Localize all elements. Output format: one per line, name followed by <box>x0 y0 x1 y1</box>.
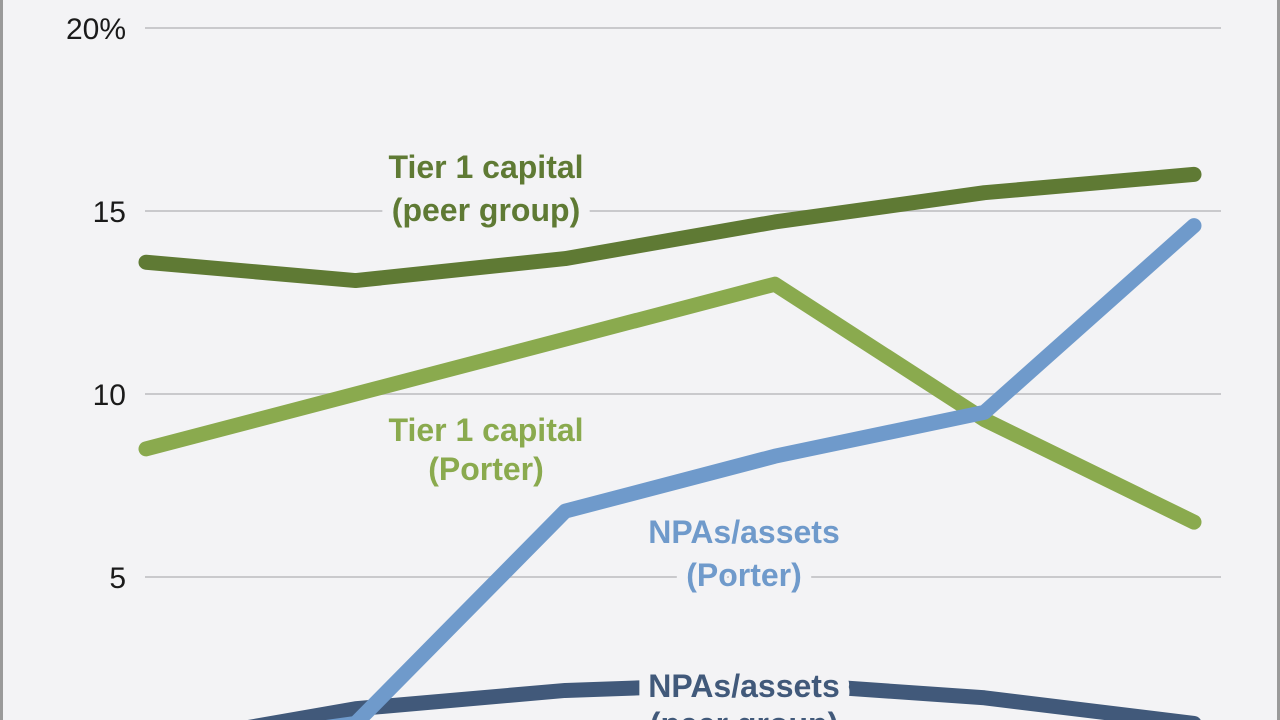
y-tick-label: 20% <box>66 13 126 46</box>
y-tick-label: 10 <box>93 379 126 412</box>
y-tick-labels: 5 10 15 20% <box>66 13 126 595</box>
series-label-tier1-porter: (Porter) <box>428 451 544 487</box>
series-line-tier1-porter <box>138 276 1202 530</box>
series-label-tier1-porter: Tier 1 capital <box>388 412 583 448</box>
series-line-npas-porter <box>325 218 1202 720</box>
series-label-npas-peer: NPAs/assets <box>648 668 840 704</box>
series-labels: Tier 1 capital (peer group) Tier 1 capital… <box>377 138 850 720</box>
series-line-tier1-peer <box>138 166 1202 289</box>
series-label-npas-peer: (peer group) <box>650 706 838 720</box>
series-line-npas-peer <box>247 675 1201 720</box>
y-tick-label: 5 <box>109 562 126 595</box>
series-label-tier1-peer: (peer group) <box>392 192 580 228</box>
y-gridlines <box>145 27 1221 578</box>
series-lines <box>138 166 1202 720</box>
series-label-npas-porter: (Porter) <box>686 557 802 593</box>
y-tick-label: 15 <box>93 196 126 229</box>
series-label-npas-porter: NPAs/assets <box>648 514 840 550</box>
series-label-tier1-peer: Tier 1 capital <box>388 149 583 185</box>
